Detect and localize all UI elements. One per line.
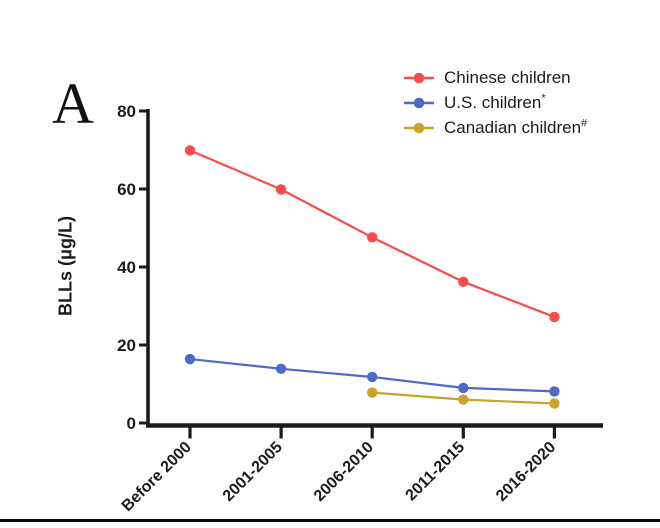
series-point-0 [458, 276, 469, 288]
x-category-label: 2001-2005 [220, 439, 286, 505]
legend-item-canadian-children: Canadian children# [403, 115, 587, 140]
legend-label: U.S. children* [444, 91, 546, 112]
y-tick-label: 60 [117, 180, 136, 199]
y-tick-label: 40 [117, 258, 136, 277]
figure-bottom-border [0, 519, 660, 522]
y-tick-label: 80 [117, 102, 136, 121]
x-category-label: 2006-2010 [311, 439, 377, 505]
legend-marker-icon [404, 72, 434, 83]
legend-item-chinese-children: Chinese children [403, 65, 587, 90]
series-point-1 [367, 371, 378, 383]
series-point-1 [275, 363, 287, 374]
series-point-0 [275, 184, 287, 195]
series-point-0 [367, 232, 378, 243]
x-category-label: 2011-2015 [403, 439, 469, 505]
series-point-1 [458, 382, 469, 394]
chart-legend: Chinese children U.S. children* Canadian… [403, 65, 587, 140]
series-point-2 [458, 394, 469, 405]
series-point-1 [184, 353, 196, 365]
legend-marker-icon [404, 122, 434, 133]
x-category-label: 2016-2020 [493, 439, 559, 505]
x-category-label: Before 2000 [119, 439, 195, 515]
series-point-2 [367, 387, 378, 398]
legend-marker-icon [404, 97, 434, 108]
series-point-0 [549, 311, 560, 323]
legend-label: Canadian children# [444, 116, 588, 137]
series-point-0 [184, 145, 196, 156]
legend-item-us-children: U.S. children* [403, 90, 587, 115]
y-tick-label: 0 [127, 414, 136, 433]
series-point-1 [549, 386, 560, 397]
legend-label: Chinese children [444, 67, 571, 87]
y-tick-label: 20 [117, 336, 136, 355]
series-point-2 [549, 398, 560, 409]
panel-label: A [52, 71, 94, 136]
